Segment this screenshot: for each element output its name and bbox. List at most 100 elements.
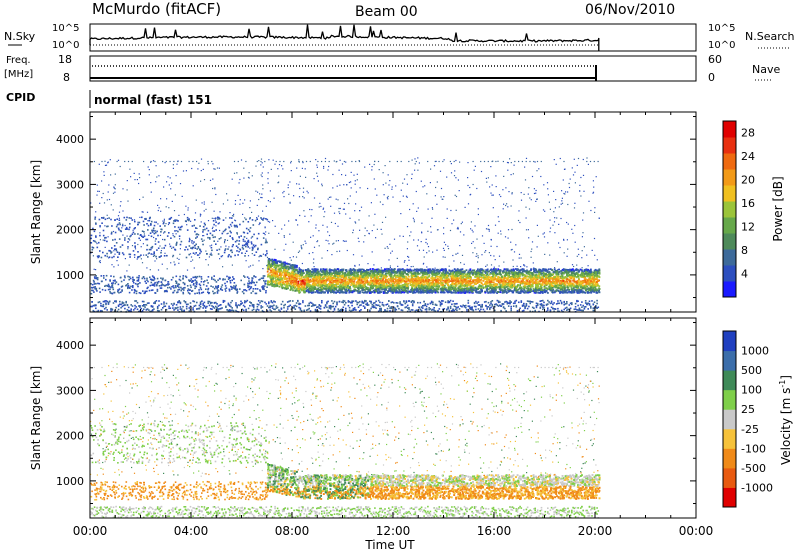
scatter-cell [478,301,480,303]
scatter-cell [331,300,333,302]
scatter-cell [276,305,278,307]
scatter-cell [192,225,194,227]
scatter-cell [99,250,101,252]
scatter-cell [426,306,428,308]
scatter-cell [108,217,110,219]
scatter-cell [150,232,152,234]
cpid-label: CPID [6,91,35,104]
scatter-cell [423,301,425,303]
scatter-cell [261,278,263,280]
scatter-cell [184,283,186,285]
scatter-cell [244,276,246,278]
scatter-cell [570,308,572,310]
scatter-cell [557,300,559,302]
scatter-cell [95,308,97,310]
scatter-cell [223,219,225,221]
scatter-cell [457,306,459,308]
scatter-cell [137,233,139,235]
scatter-cell [195,252,197,254]
scatter-cell [201,281,203,283]
nave-tick-top: 60 [708,53,722,66]
scatter-cell [208,230,210,232]
scatter-cell [146,254,148,256]
scatter-cell [235,289,237,291]
scatter-cell [261,218,263,220]
scatter-cell [113,289,115,291]
scatter-cell [215,286,217,288]
scatter-cell [469,305,471,307]
scatter-cell [543,276,545,278]
scatter-cell [119,224,121,226]
scatter-cell [99,301,101,303]
scatter-cell [236,245,238,247]
scatter-cell [167,281,169,283]
scatter-cell [183,275,185,277]
scatter-cell [344,300,346,302]
scatter-cell [561,302,563,304]
scatter-cell [124,237,126,239]
scatter-cell [433,307,435,309]
scatter-cell [173,303,175,305]
scatter-cell [188,254,190,256]
scatter-cell [243,248,245,250]
scatter-cell [427,304,429,306]
scatter-cell [188,292,190,294]
scatter-cell [267,219,269,221]
scatter-cell [90,238,92,240]
scatter-cell [211,277,213,279]
scatter-cell [154,282,156,284]
scatter-cell [231,280,233,282]
scatter-cell [132,305,134,307]
scatter-cell [143,276,145,278]
scatter-cell [529,281,531,283]
scatter-cell [156,284,158,286]
scatter-cell [128,285,130,287]
scatter-cell [213,224,215,226]
scatter-cell [196,302,198,304]
scatter-cell [295,308,297,310]
scatter-cell [204,305,206,307]
scatter-cell [199,253,201,255]
scatter-cell [249,231,251,233]
scatter-cell [106,241,108,243]
scatter-cell [259,289,261,291]
scatter-cell [240,280,242,282]
scatter-cell [551,302,553,304]
scatter-cell [122,252,124,254]
scatter-cell [237,247,239,249]
scatter-cell [471,306,473,308]
scatter-cell [263,218,265,220]
scatter-cell [193,225,195,227]
scatter-cell [133,250,135,252]
nsearch-tick-top: 10^5 [708,23,735,34]
scatter-cell [204,302,206,304]
scatter-cell [281,308,283,310]
scatter-cell [252,219,254,221]
scatter-cell [478,308,480,310]
scatter-cell [249,283,251,285]
scatter-cell [185,302,187,304]
scatter-cell [127,283,129,285]
station-title: McMurdo (fitACF) [92,0,221,18]
scatter-cell [582,310,584,312]
scatter-cell [292,300,294,302]
scatter-cell [229,217,231,219]
scatter-cell [125,228,127,230]
scatter-cell [396,309,398,311]
scatter-cell [118,309,120,311]
scatter-cell [139,292,141,294]
scatter-cell [262,306,264,308]
scatter-cell [207,237,209,239]
scatter-cell [176,292,178,294]
scatter-cell [255,288,257,290]
scatter-cell [402,304,404,306]
scatter-cell [94,218,96,220]
scatter-cell [113,302,115,304]
scatter-cell [200,249,202,251]
scatter-cell [262,288,264,290]
scatter-cell [453,285,455,287]
scatter-cell [466,269,468,271]
scatter-cell [253,244,255,246]
scatter-cell [117,289,119,291]
